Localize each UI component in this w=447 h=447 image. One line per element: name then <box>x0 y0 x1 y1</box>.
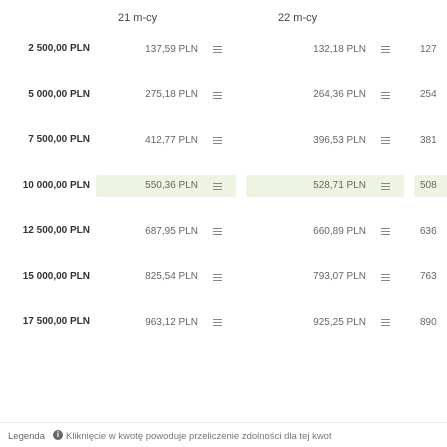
table-row: 2 500,00 PLN 137,59 PLN 132,18 PLN 127 <box>0 38 447 70</box>
loan-amount: 7 500,00 PLN <box>28 134 90 145</box>
installment-value: 528,71 PLN <box>313 180 366 191</box>
loan-amount: 17 500,00 PLN <box>22 316 90 327</box>
menu-icon[interactable] <box>213 135 222 145</box>
installment-value: 132,18 PLN <box>313 43 366 55</box>
menu-icon[interactable] <box>381 272 390 282</box>
table-row: 5 000,00 PLN 275,18 PLN 264,36 PLN 254 <box>0 84 447 116</box>
header-22-months: 22 m-cy <box>278 12 318 24</box>
menu-icon[interactable] <box>381 317 390 327</box>
legend-separator <box>0 422 447 423</box>
legend-text: Kliknięcie w kwotę powoduje przeliczenie… <box>66 431 332 442</box>
loan-amount: 5 000,00 PLN <box>28 88 90 100</box>
installment-cell[interactable]: 963,12 PLN <box>96 311 236 333</box>
installment-value: 127 <box>420 43 437 55</box>
installment-cell-partial[interactable]: 127 <box>414 38 447 60</box>
installment-value: 660,89 PLN <box>313 225 366 237</box>
installment-cell-partial[interactable]: 508 <box>414 174 447 197</box>
installment-value: 963,12 PLN <box>145 316 198 328</box>
installment-cell[interactable]: 925,25 PLN <box>246 311 404 333</box>
menu-icon[interactable] <box>213 317 222 327</box>
installment-cell-partial[interactable]: 636 <box>414 220 447 242</box>
installment-cell[interactable]: 132,18 PLN <box>246 38 404 60</box>
installment-cell[interactable]: 412,77 PLN <box>96 129 236 151</box>
installment-cell[interactable]: 687,95 PLN <box>96 220 236 242</box>
installment-value: 412,77 PLN <box>145 134 198 146</box>
loan-amount: 12 500,00 PLN <box>22 225 90 236</box>
info-icon: i <box>53 430 63 440</box>
installment-value: 254 <box>420 89 437 100</box>
loan-amount: 10 000,00 PLN <box>22 179 90 191</box>
table-row: 7 500,00 PLN 412,77 PLN 396,53 PLN 381 <box>0 129 447 161</box>
installment-cell-partial[interactable]: 890 <box>414 311 447 333</box>
menu-icon[interactable] <box>213 272 222 282</box>
installment-value: 508 <box>420 180 437 191</box>
installment-cell[interactable]: 528,71 PLN <box>246 174 404 197</box>
installment-cell[interactable]: 550,36 PLN <box>96 174 236 197</box>
installment-cell[interactable]: 396,53 PLN <box>246 129 404 151</box>
menu-icon[interactable] <box>213 181 222 191</box>
menu-icon[interactable] <box>381 90 390 100</box>
menu-icon[interactable] <box>213 226 222 236</box>
installment-cell[interactable]: 275,18 PLN <box>96 84 236 106</box>
installment-cell[interactable]: 793,07 PLN <box>246 266 404 288</box>
installment-value: 925,25 PLN <box>313 316 366 328</box>
installment-value: 825,54 PLN <box>145 271 198 282</box>
table-row: 12 500,00 PLN 687,95 PLN 660,89 PLN 636 <box>0 220 447 252</box>
table-row: 15 000,00 PLN 825,54 PLN 793,07 PLN 763 <box>0 266 447 298</box>
installment-value: 275,18 PLN <box>145 89 198 100</box>
installment-cell[interactable]: 825,54 PLN <box>96 266 236 288</box>
installment-cell-partial[interactable]: 254 <box>414 84 447 106</box>
legend: Legenda i Kliknięcie w kwotę powoduje pr… <box>0 428 447 447</box>
installment-value: 396,53 PLN <box>313 134 366 146</box>
loan-amount: 15 000,00 PLN <box>22 270 90 282</box>
installment-cell-partial[interactable]: 381 <box>414 129 447 151</box>
table-row: 17 500,00 PLN 963,12 PLN 925,25 PLN 890 <box>0 311 447 343</box>
installment-value: 793,07 PLN <box>313 271 366 282</box>
installment-cell[interactable]: 137,59 PLN <box>96 38 236 60</box>
installment-value: 687,95 PLN <box>145 225 198 237</box>
installment-value: 763 <box>420 271 437 282</box>
installment-cell-partial[interactable]: 763 <box>414 266 447 288</box>
menu-icon[interactable] <box>381 226 390 236</box>
installment-value: 550,36 PLN <box>145 180 198 191</box>
installment-value: 636 <box>420 225 437 237</box>
table-row: 10 000,00 PLN 550,36 PLN 528,71 PLN 508 <box>0 174 447 207</box>
loan-amount: 2 500,00 PLN <box>28 43 90 54</box>
menu-icon[interactable] <box>213 44 222 54</box>
menu-icon[interactable] <box>381 181 390 191</box>
installment-value: 890 <box>420 316 437 328</box>
installment-cell[interactable]: 660,89 PLN <box>246 220 404 242</box>
menu-icon[interactable] <box>381 44 390 54</box>
installment-value: 137,59 PLN <box>145 43 198 55</box>
header-21-months: 21 m-cy <box>118 12 158 24</box>
installment-cell[interactable]: 264,36 PLN <box>246 84 404 106</box>
installment-value: 264,36 PLN <box>313 89 366 100</box>
menu-icon[interactable] <box>213 90 222 100</box>
menu-icon[interactable] <box>381 135 390 145</box>
installment-value: 381 <box>420 134 437 146</box>
legend-title: Legenda <box>8 431 45 442</box>
